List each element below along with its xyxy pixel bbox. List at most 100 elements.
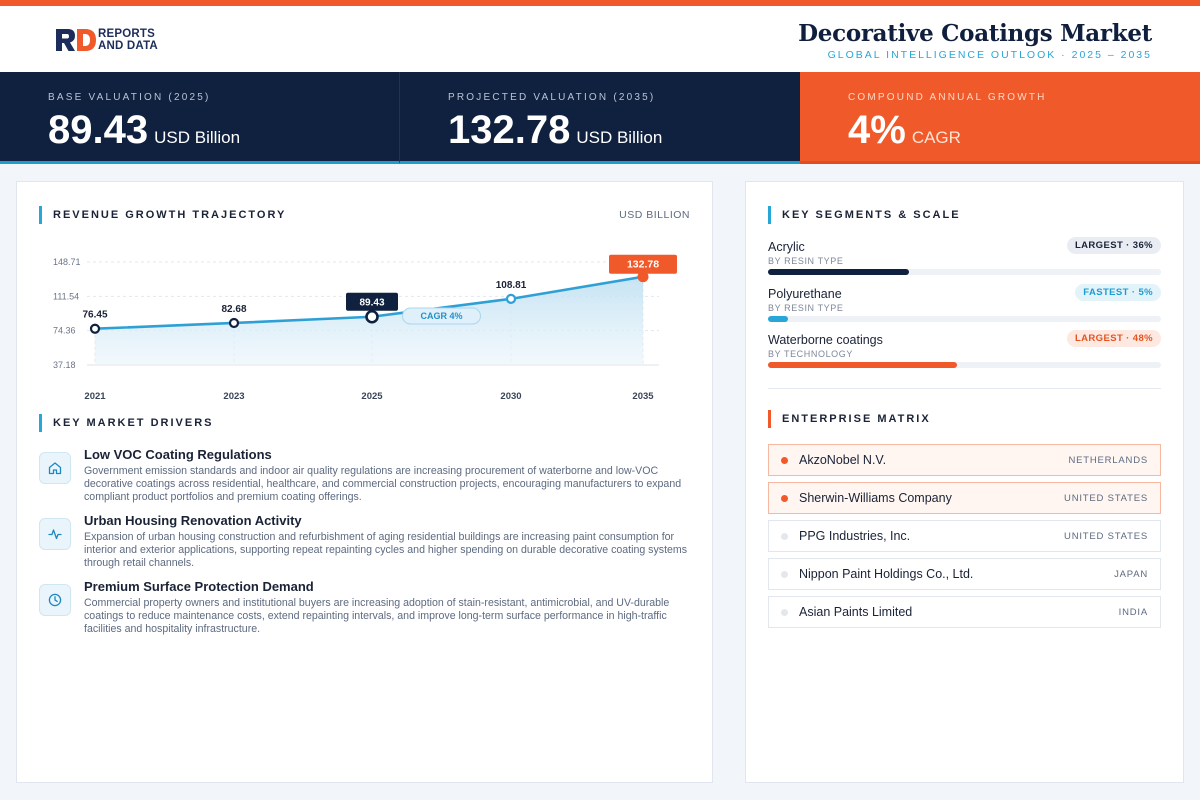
dot-icon	[781, 533, 788, 540]
kpi-unit: USD Billion	[576, 128, 663, 147]
drivers-section-header: KEY MARKET DRIVERS	[39, 414, 439, 432]
segment-badge: FASTEST · 5%	[1075, 284, 1161, 301]
x-tick-label: 2021	[84, 391, 106, 402]
enterprise-row[interactable]: Sherwin-Williams Company UNITED STATES	[768, 482, 1161, 514]
segment-bar-track	[768, 362, 1161, 368]
logo-line-1: REPORTS	[98, 28, 155, 40]
logo-mark-icon	[56, 29, 96, 51]
segment-bar-track	[768, 316, 1161, 322]
value-label: 89.43	[359, 298, 384, 309]
company-name: AkzoNobel N.V.	[799, 453, 887, 467]
segment-type: BY TECHNOLOGY	[768, 349, 853, 359]
company-country: NETHERLANDS	[1068, 455, 1148, 466]
section-title: REVENUE GROWTH TRAJECTORY	[53, 209, 287, 221]
segments-section-header: KEY SEGMENTS & SCALE	[768, 206, 1168, 224]
cagr-annotation: CAGR 4%	[420, 311, 462, 321]
segment-row: Waterborne coatings BY TECHNOLOGY LARGES…	[768, 330, 1161, 373]
data-point	[89, 323, 101, 334]
driver-title: Urban Housing Renovation Activity	[84, 513, 302, 528]
company-name: Sherwin-Williams Company	[799, 491, 952, 505]
segment-badge: LARGEST · 36%	[1066, 237, 1161, 254]
kpi-number: 132.78	[448, 108, 571, 152]
kpi-label: PROJECTED VALUATION (2035)	[448, 92, 656, 103]
segment-row: Polyurethane BY RESIN TYPE FASTEST · 5%	[768, 284, 1161, 327]
driver-description: Commercial property owners and instituti…	[84, 597, 670, 635]
top-accent-bar	[0, 0, 1200, 6]
kpi-value: 89.43 USD Billion	[48, 108, 240, 153]
dot-icon	[781, 571, 788, 578]
value-label: 108.81	[496, 280, 527, 291]
kpi-value: 132.78 USD Billion	[448, 108, 662, 153]
x-tick-label: 2030	[500, 391, 521, 402]
enterprise-row[interactable]: AkzoNobel N.V. NETHERLANDS	[768, 444, 1161, 476]
company-country: INDIA	[1118, 607, 1148, 618]
segment-name: Waterborne coatings	[768, 333, 883, 347]
section-title: ENTERPRISE MATRIX	[782, 413, 931, 425]
section-title: KEY SEGMENTS & SCALE	[782, 209, 961, 221]
activity-icon	[39, 518, 71, 550]
data-point	[637, 271, 649, 283]
kpi-value: 4% CAGR	[848, 108, 961, 153]
enterprise-section-header: ENTERPRISE MATRIX	[768, 410, 1168, 428]
logo-line-2: AND DATA	[98, 40, 158, 52]
company-country: JAPAN	[1114, 569, 1148, 580]
brand-logo[interactable]: REPORTS AND DATA	[55, 28, 165, 54]
kpi-unit: USD Billion	[154, 128, 241, 147]
cagr-pill	[402, 307, 481, 325]
data-point	[365, 309, 379, 324]
y-tick-label: 74.36	[53, 326, 76, 336]
kpi-number: 4%	[848, 108, 906, 152]
company-name: Asian Paints Limited	[799, 605, 913, 619]
y-tick-label: 37.18	[53, 360, 76, 370]
trajectory-section-header: REVENUE GROWTH TRAJECTORY	[39, 206, 439, 224]
page-title: Decorative Coatings Market	[798, 20, 1152, 47]
driver-title: Premium Surface Protection Demand	[84, 579, 314, 594]
section-accent	[39, 206, 42, 224]
segment-name: Acrylic	[768, 240, 805, 254]
highlight-dot-icon	[781, 495, 788, 502]
value-label-bg	[346, 292, 398, 311]
segment-name: Polyurethane	[768, 287, 842, 301]
kpi-base-valuation: BASE VALUATION (2025) 89.43 USD Billion	[0, 72, 399, 164]
segment-type: BY RESIN TYPE	[768, 256, 844, 266]
y-tick-label: 111.54	[53, 291, 79, 301]
segment-type: BY RESIN TYPE	[768, 303, 844, 313]
section-accent	[39, 414, 42, 432]
data-point	[228, 317, 240, 329]
segment-bar-fill	[768, 316, 788, 322]
section-divider	[768, 388, 1161, 389]
kpi-projected-valuation: PROJECTED VALUATION (2035) 132.78 USD Bil…	[399, 72, 800, 164]
company-name: PPG Industries, Inc.	[799, 529, 911, 543]
section-accent	[768, 206, 771, 224]
enterprise-row[interactable]: PPG Industries, Inc. UNITED STATES	[768, 520, 1161, 552]
highlight-dot-icon	[781, 457, 788, 464]
section-accent	[768, 410, 771, 428]
enterprise-row[interactable]: Nippon Paint Holdings Co., Ltd. JAPAN	[768, 558, 1161, 590]
driver-description: Government emission standards and indoor…	[84, 465, 682, 503]
chart-units-label: USD BILLION	[619, 209, 690, 221]
clock-icon	[39, 584, 71, 616]
company-country: UNITED STATES	[1064, 531, 1148, 542]
enterprise-row[interactable]: Asian Paints Limited INDIA	[768, 596, 1161, 628]
data-point	[505, 293, 517, 304]
company-country: UNITED STATES	[1064, 493, 1148, 504]
dot-icon	[781, 609, 788, 616]
x-tick-label: 2023	[223, 391, 244, 402]
kpi-cagr: COMPOUND ANNUAL GROWTH 4% CAGR	[800, 72, 1200, 164]
value-label: 132.78	[627, 259, 659, 271]
segment-row: Acrylic BY RESIN TYPE LARGEST · 36%	[768, 237, 1161, 280]
driver-title: Low VOC Coating Regulations	[84, 447, 272, 462]
segment-bar-fill	[768, 362, 957, 368]
home-icon	[39, 452, 71, 484]
kpi-unit: CAGR	[911, 128, 961, 147]
revenue-chart: 148.71 111.54 74.36 37.18 2021 2023 2025 2030 20…	[53, 254, 677, 402]
section-title: KEY MARKET DRIVERS	[53, 417, 214, 429]
x-tick-label: 2035	[632, 391, 654, 402]
y-tick-label: 148.71	[53, 257, 81, 267]
logo-wordmark: REPORTS AND DATA	[98, 28, 158, 52]
segment-badge: LARGEST · 48%	[1066, 330, 1161, 347]
page-header: REPORTS AND DATA Decorative Coatings Mar…	[0, 6, 1200, 72]
page-subtitle: GLOBAL INTELLIGENCE OUTLOOK · 2025 – 203…	[827, 49, 1152, 61]
kpi-label: COMPOUND ANNUAL GROWTH	[848, 92, 1047, 103]
x-tick-label: 2025	[361, 391, 383, 402]
